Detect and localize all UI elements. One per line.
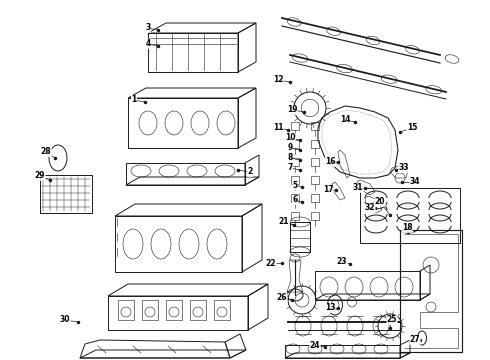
Text: 6: 6 — [293, 195, 297, 204]
Bar — [291, 212, 299, 220]
Text: 31: 31 — [353, 184, 363, 193]
Bar — [40, 175, 92, 213]
Text: 3: 3 — [146, 23, 150, 32]
Text: 34: 34 — [410, 177, 420, 186]
Bar — [311, 122, 319, 130]
Text: 23: 23 — [337, 257, 347, 266]
Text: 10: 10 — [285, 134, 295, 143]
Text: 21: 21 — [279, 217, 289, 226]
Text: 28: 28 — [41, 148, 51, 157]
Text: 24: 24 — [310, 341, 320, 350]
Text: 14: 14 — [340, 116, 350, 125]
Text: 5: 5 — [293, 180, 297, 189]
Text: 29: 29 — [35, 171, 45, 180]
Bar — [166, 300, 182, 320]
Text: 26: 26 — [277, 293, 287, 302]
Bar — [190, 300, 206, 320]
Text: 30: 30 — [60, 315, 70, 324]
Text: 22: 22 — [266, 258, 276, 267]
Bar — [400, 230, 462, 352]
Text: 15: 15 — [407, 123, 417, 132]
Text: 12: 12 — [273, 76, 283, 85]
Bar — [291, 140, 299, 148]
Text: 27: 27 — [410, 336, 420, 345]
Bar — [291, 122, 299, 130]
Bar — [311, 140, 319, 148]
Bar — [291, 158, 299, 166]
Text: 9: 9 — [287, 144, 293, 153]
Bar — [311, 158, 319, 166]
Text: 2: 2 — [247, 167, 253, 176]
Bar — [291, 194, 299, 202]
Bar — [311, 194, 319, 202]
Bar — [291, 176, 299, 184]
Text: 32: 32 — [365, 203, 375, 212]
Bar — [290, 222, 310, 252]
Bar — [311, 212, 319, 220]
Text: 4: 4 — [146, 40, 150, 49]
Bar — [142, 300, 158, 320]
Bar — [360, 188, 460, 243]
Text: 18: 18 — [402, 224, 412, 233]
Text: 25: 25 — [387, 315, 397, 324]
Bar — [311, 176, 319, 184]
Text: 33: 33 — [399, 163, 409, 172]
Text: 11: 11 — [273, 123, 283, 132]
Bar — [118, 300, 134, 320]
Text: 7: 7 — [287, 163, 293, 172]
Text: 19: 19 — [287, 105, 297, 114]
Text: 1: 1 — [131, 95, 137, 104]
Text: 13: 13 — [325, 303, 335, 312]
Bar — [214, 300, 230, 320]
Text: 17: 17 — [323, 185, 333, 194]
Text: 20: 20 — [375, 198, 385, 207]
Text: 16: 16 — [325, 158, 335, 166]
Text: 8: 8 — [287, 153, 293, 162]
